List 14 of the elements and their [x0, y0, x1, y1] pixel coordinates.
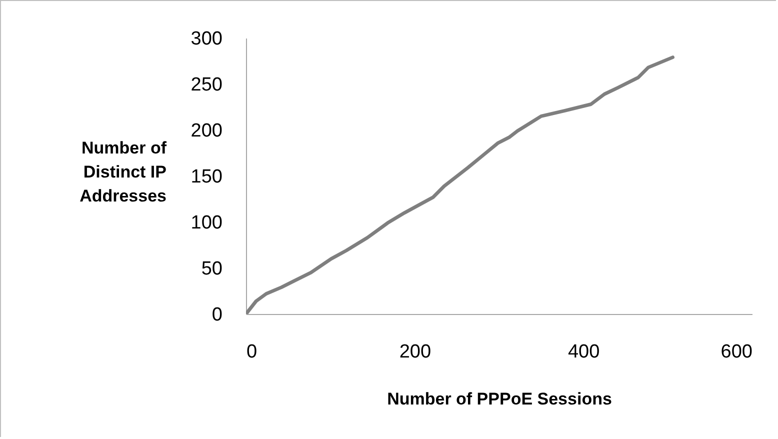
y-tick-label: 100	[190, 212, 222, 234]
y-tick-label: 50	[201, 258, 222, 280]
y-tick-label: 0	[212, 304, 222, 326]
line-series	[246, 56, 674, 314]
y-tick-label: 200	[190, 120, 222, 142]
y-tick-label: 150	[190, 166, 222, 188]
x-tick-label: 0	[246, 342, 258, 362]
y-tick-label: 250	[190, 74, 222, 96]
x-axis-title: Number of PPPoE Sessions	[387, 390, 612, 408]
y-tick-label: 300	[190, 28, 222, 50]
x-tick-label: 600	[720, 342, 752, 362]
x-tick-label: 200	[399, 342, 432, 362]
y-axis-title: Number of Distinct IP Addresses	[80, 138, 167, 206]
x-tick-label: 400	[568, 342, 600, 362]
